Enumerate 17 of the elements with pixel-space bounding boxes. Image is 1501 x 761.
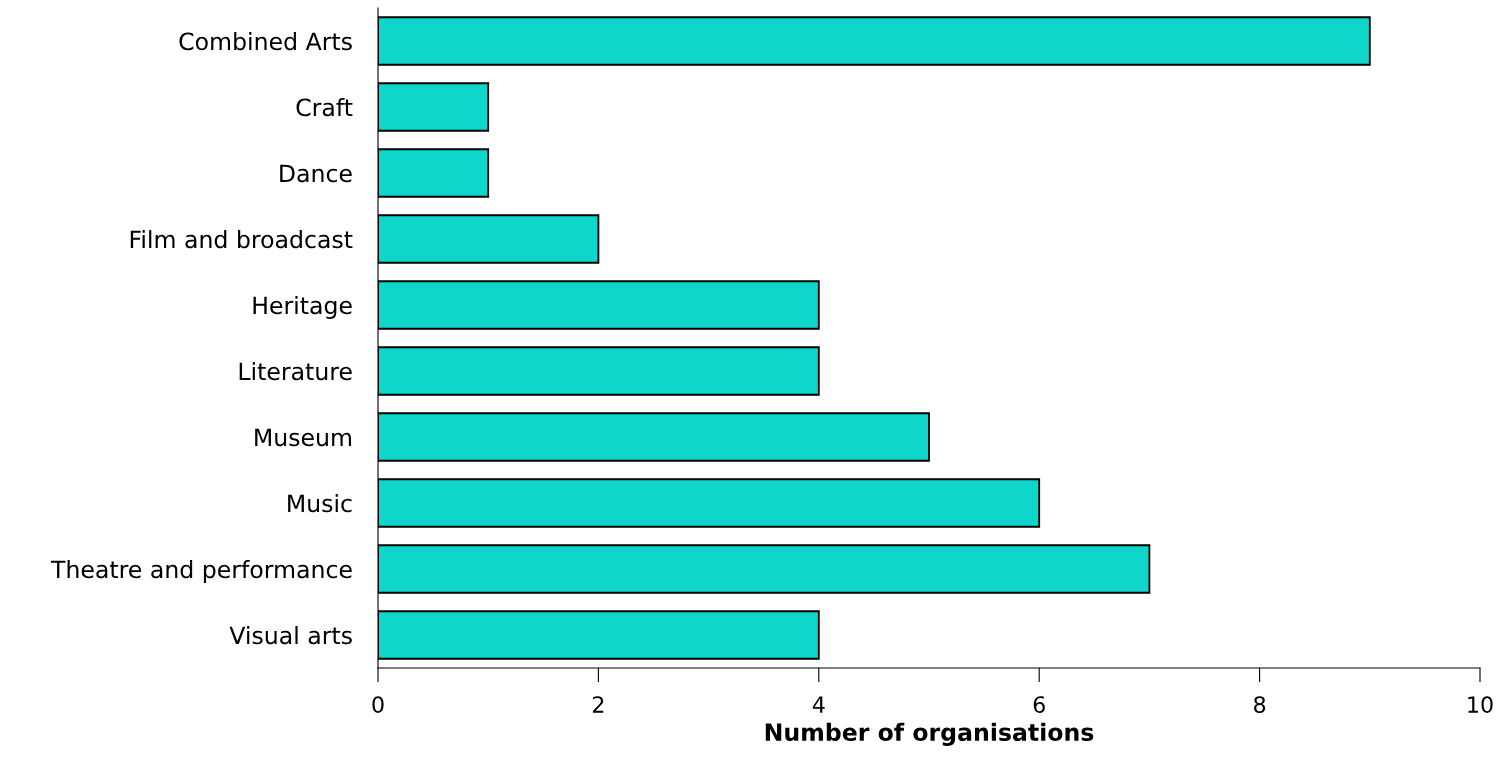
x-tick-label: 4 [812, 696, 825, 713]
y-tick-label: Museum [255, 428, 351, 447]
y-tick-label: Heritage [253, 296, 352, 319]
x-tick-label: 6 [1033, 696, 1045, 713]
x-axis-title: Number of organisations [765, 722, 1094, 746]
y-tick-label: Visual arts [229, 626, 352, 645]
x-tick-label: 10 [1468, 696, 1493, 713]
y-tick-label: Combined Arts [179, 32, 352, 51]
y-tick-label: Dance [280, 164, 352, 183]
x-tick-label: 0 [372, 696, 384, 713]
y-tick-label: Craft [296, 98, 353, 117]
y-tick-label: Film and broadcast [130, 230, 353, 249]
x-tick-label: 2 [592, 696, 604, 713]
y-tick-label: Literature [239, 362, 352, 381]
y-tick-label: Theatre and performance [50, 560, 352, 583]
y-tick-label: Music [288, 494, 352, 513]
x-tick-label: 8 [1254, 696, 1266, 713]
